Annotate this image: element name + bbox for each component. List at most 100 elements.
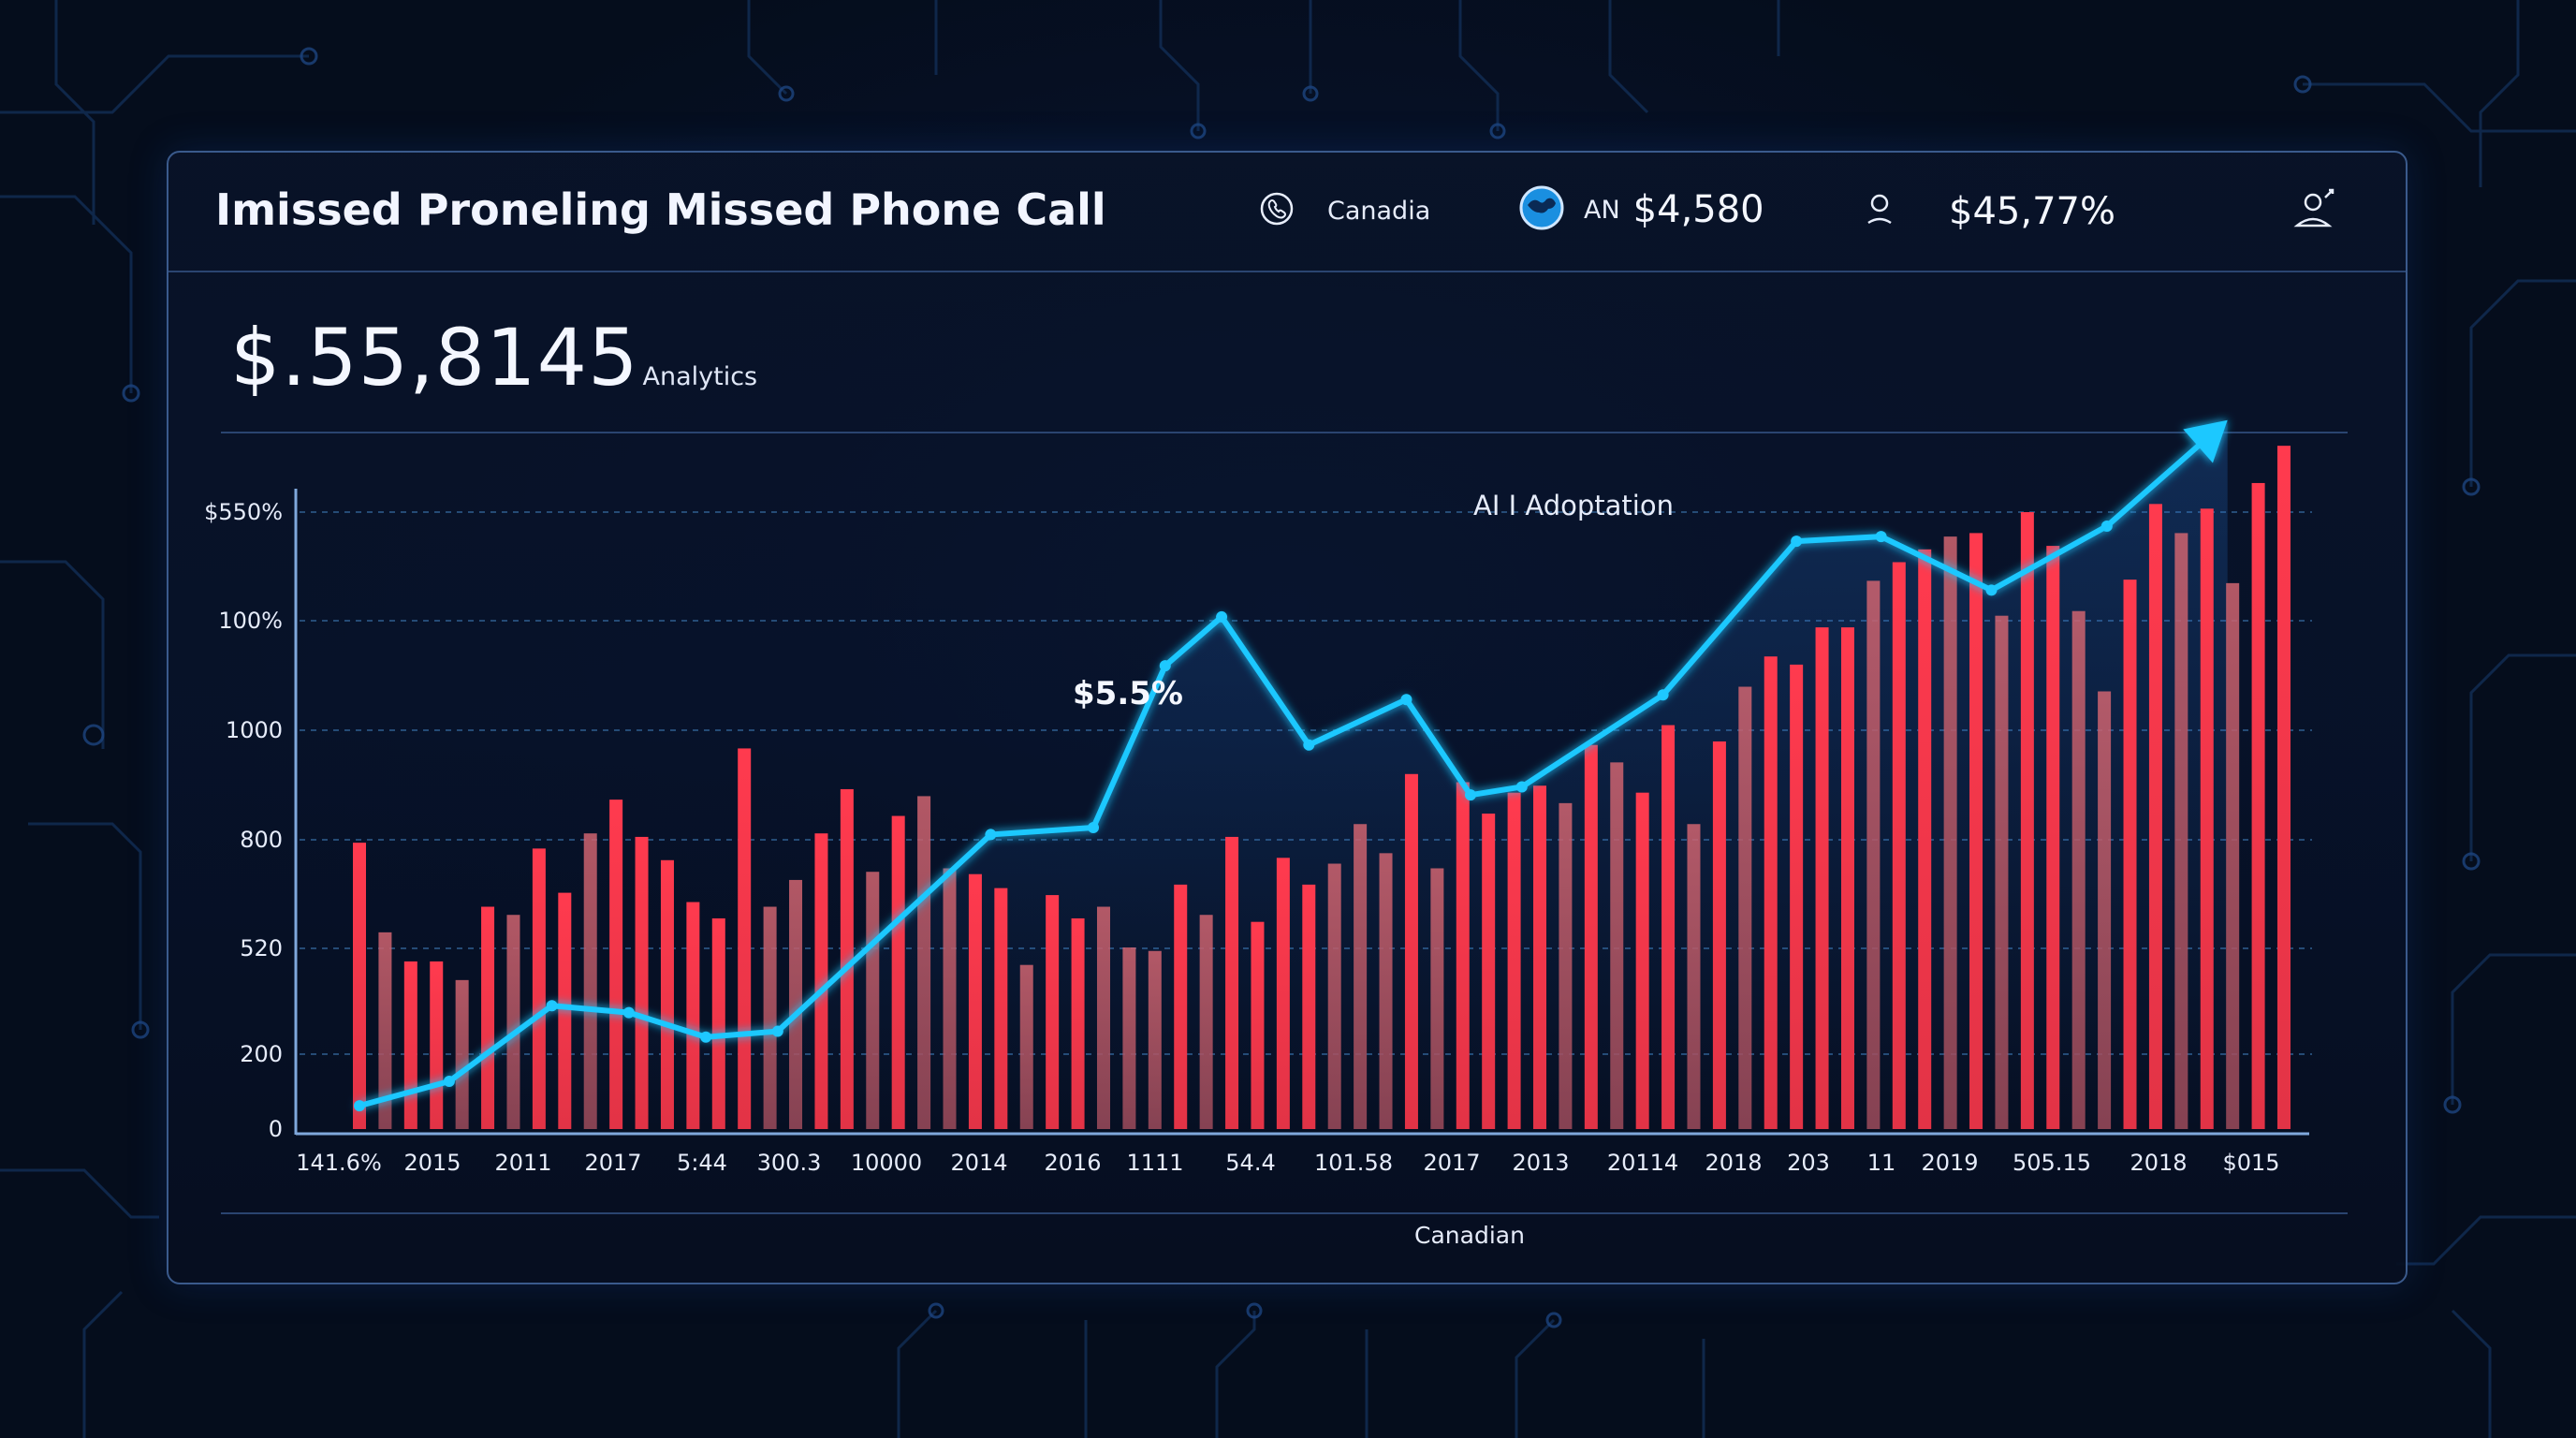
revenue-prefix: AN [1584, 195, 1620, 225]
bar [2277, 446, 2291, 1129]
bar [2226, 582, 2240, 1129]
user-settings-button[interactable] [2293, 186, 2340, 237]
bar [1918, 549, 1932, 1129]
bar [2123, 580, 2137, 1129]
bar [711, 917, 725, 1129]
annotation-peak-value: $5.5% [1073, 675, 1183, 712]
line-point [1088, 821, 1100, 833]
line-point [354, 1100, 365, 1112]
annotations: AI I Adoptation $5.5% [1073, 490, 1674, 712]
bar [1533, 785, 1547, 1129]
x-tick-label: 505.15 [2012, 1150, 2091, 1176]
line-point [985, 829, 997, 841]
bar [1559, 802, 1573, 1129]
line-point [700, 1031, 712, 1043]
line-point [1303, 739, 1315, 751]
summary: $.55,8145 Analytics [230, 312, 757, 404]
x-tick-label: 20114 [1607, 1150, 1678, 1176]
y-tick-label: 1000 [226, 717, 283, 743]
line-point [622, 1006, 635, 1019]
phone-icon [1258, 190, 1295, 231]
x-tick-label: 5:44 [677, 1150, 727, 1176]
bar [2020, 512, 2034, 1129]
bar [609, 800, 623, 1129]
line-point [546, 1000, 558, 1012]
x-tick-label: 2011 [494, 1150, 551, 1176]
bar [2046, 546, 2060, 1129]
x-tick-label: 300.3 [757, 1150, 822, 1176]
bar [943, 868, 957, 1129]
bar [1943, 536, 1957, 1129]
bar [2071, 610, 2086, 1129]
bar [1404, 773, 1418, 1129]
bar [1840, 627, 1854, 1129]
y-tick-label: 0 [269, 1116, 283, 1142]
page-title: Imissed Proneling Missed Phone Call [215, 184, 1106, 235]
summary-value: $.55,8145 [230, 312, 639, 404]
x-tick-label: 2019 [1921, 1150, 1978, 1176]
x-tick-label: 2013 [1512, 1150, 1569, 1176]
line-point [1791, 536, 1803, 548]
bar [378, 932, 392, 1129]
annotation-ai-adoption: AI I Adoptation [1473, 490, 1674, 521]
line-point [1400, 694, 1412, 706]
x-tick-label: 54.4 [1225, 1150, 1275, 1176]
bar [660, 859, 674, 1129]
header-item-location[interactable]: Canadia [1258, 190, 1430, 231]
header-item-revenue[interactable]: AN $4,580 [1518, 184, 1764, 235]
line-point [1515, 781, 1528, 793]
bar [1738, 686, 1752, 1129]
bar [789, 879, 803, 1129]
y-tick-label: 200 [240, 1041, 283, 1067]
x-tick-label: 2017 [584, 1150, 641, 1176]
x-tick-label: 2018 [2130, 1150, 2187, 1176]
bar [1790, 664, 1804, 1129]
bar [968, 873, 982, 1129]
line-point [1657, 689, 1669, 701]
bar [1995, 615, 2009, 1129]
y-tick-label: 800 [240, 827, 283, 853]
bar [1764, 656, 1778, 1129]
bar [558, 892, 572, 1129]
tick-labels: 0 200 520 800 1000 100% $550% 141.6% 2015 2011 201… [204, 499, 2279, 1176]
bar [866, 872, 880, 1129]
bar [635, 836, 649, 1129]
bar [2251, 482, 2265, 1129]
revenue-value: $4,580 [1632, 188, 1764, 231]
bar [1892, 562, 1906, 1129]
bar [1584, 744, 1598, 1129]
x-tick-label: 141.6% [296, 1150, 382, 1176]
bar [763, 906, 777, 1129]
bar [1456, 782, 1470, 1129]
bar [2200, 508, 2214, 1129]
bar [1174, 884, 1188, 1129]
bar [1969, 533, 1983, 1129]
bars [353, 446, 2291, 1129]
bar [2148, 504, 2162, 1129]
bar [2174, 533, 2188, 1129]
x-tick-label: 2014 [950, 1150, 1007, 1176]
y-tick-label: 520 [240, 935, 283, 961]
location-label: Canadia [1327, 196, 1431, 226]
summary-label: Analytics [642, 362, 758, 391]
line-point [771, 1025, 783, 1037]
line-point [1985, 584, 1998, 596]
x-tick-label: 2018 [1705, 1150, 1762, 1176]
x-tick-label: 10000 [851, 1150, 922, 1176]
bar [481, 906, 495, 1129]
x-tick-label: 2015 [403, 1150, 461, 1176]
bar [1096, 906, 1110, 1129]
bar [506, 915, 520, 1129]
bar [814, 833, 828, 1129]
user-settings-icon [2293, 186, 2340, 237]
line-point [1464, 789, 1476, 801]
bar [1610, 762, 1624, 1129]
arrow-head-icon [2183, 419, 2228, 463]
header-item-percent[interactable]: $45,77% [1861, 190, 2115, 233]
bar [1302, 884, 1316, 1129]
globe-icon [1518, 184, 1565, 235]
percent-value: $45,77% [1949, 190, 2115, 233]
bar [430, 961, 444, 1129]
